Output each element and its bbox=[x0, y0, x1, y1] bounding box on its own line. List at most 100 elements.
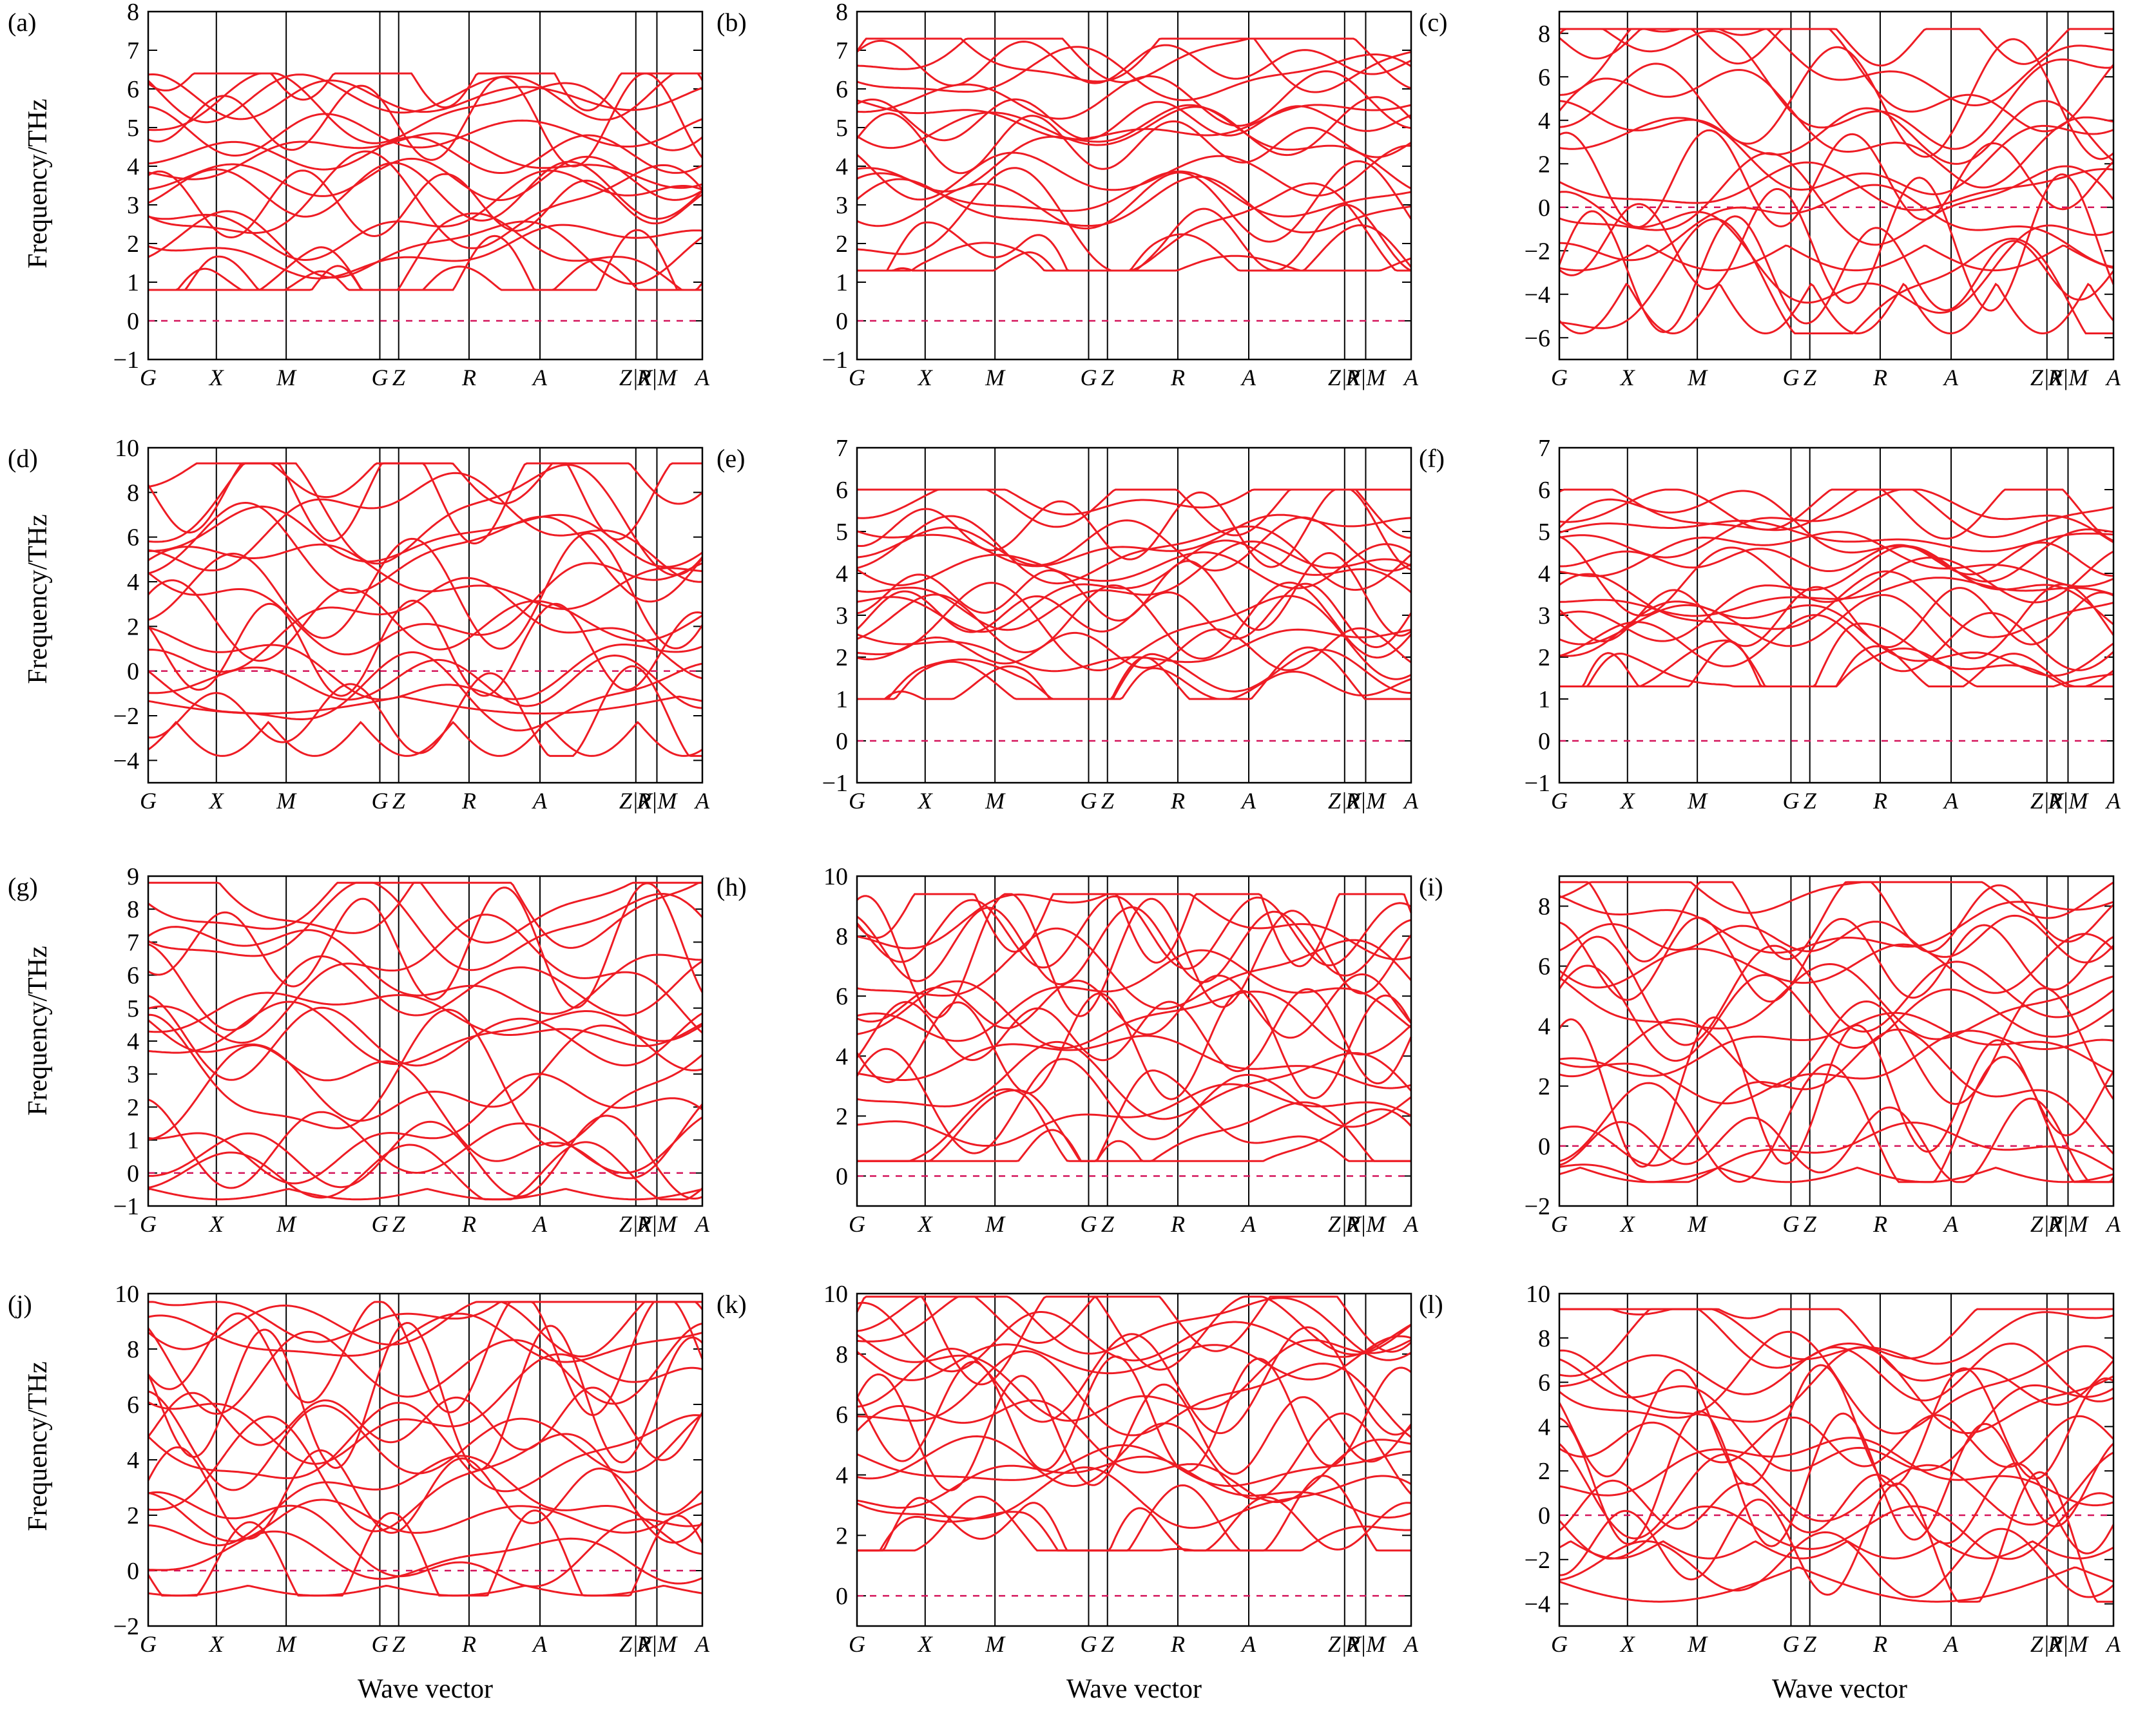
plot-frame bbox=[856, 446, 1412, 784]
band-curve bbox=[148, 501, 704, 603]
y-tick-label: 6 bbox=[836, 983, 848, 1010]
band-curve bbox=[856, 1035, 1412, 1089]
kpoint-label: R|M bbox=[2048, 365, 2090, 390]
band-curve bbox=[1559, 895, 2114, 954]
band-curve bbox=[857, 1069, 1411, 1162]
y-tick-label: 0 bbox=[1538, 728, 1550, 755]
band-curve bbox=[1559, 1029, 2114, 1105]
band-curve bbox=[1559, 647, 2114, 687]
band-curve bbox=[148, 995, 703, 1081]
kpoint-label: R bbox=[1170, 365, 1185, 390]
band-curve bbox=[856, 1466, 1412, 1529]
y-tick-label: 8 bbox=[1538, 1325, 1550, 1352]
y-tick-label: −4 bbox=[113, 747, 139, 774]
kpoint-label: Z|X bbox=[2030, 365, 2065, 390]
y-tick-label: 6 bbox=[1538, 477, 1550, 504]
band-curve bbox=[148, 1491, 703, 1542]
band-curve bbox=[148, 1044, 704, 1180]
kpoint-label: M bbox=[276, 365, 297, 390]
band-curve bbox=[856, 990, 1412, 1100]
y-tick-label: 7 bbox=[1538, 435, 1550, 462]
kpoint-label: X bbox=[1619, 365, 1636, 390]
y-tick-label: 0 bbox=[127, 308, 139, 335]
kpoint-label: R|M bbox=[637, 365, 679, 390]
kpoint-label: G bbox=[849, 365, 865, 390]
kpoint-label: A bbox=[1403, 1631, 1419, 1657]
band-curve bbox=[148, 882, 704, 1009]
band-curve bbox=[1559, 173, 2115, 312]
y-tick-label: 1 bbox=[836, 269, 848, 296]
kpoint-label: R|M bbox=[2048, 1631, 2090, 1657]
kpoint-label: R bbox=[1170, 1211, 1185, 1237]
band-curve bbox=[856, 973, 1412, 1039]
y-tick-label: −2 bbox=[1525, 238, 1550, 265]
band-curve bbox=[1558, 210, 2115, 334]
y-tick-label: 0 bbox=[127, 1558, 139, 1585]
kpoint-label: A bbox=[1943, 788, 1959, 814]
band-curve bbox=[856, 893, 1412, 1019]
band-curve bbox=[148, 720, 703, 757]
kpoint-label: G bbox=[1080, 365, 1097, 390]
panel-label: (k) bbox=[717, 1290, 747, 1319]
band-curve bbox=[1559, 100, 2114, 196]
panel-label: (a) bbox=[8, 8, 36, 37]
band-curve bbox=[1559, 914, 2115, 964]
kpoint-label: X bbox=[1619, 1631, 1636, 1657]
y-tick-label: 4 bbox=[836, 560, 848, 588]
kpoint-label: X bbox=[208, 1631, 225, 1657]
band-curve bbox=[856, 37, 1412, 93]
band-curve bbox=[856, 627, 1412, 671]
kpoint-label: R bbox=[461, 788, 476, 814]
plot-frame bbox=[856, 10, 1412, 361]
plot-frame bbox=[1558, 875, 2115, 1207]
kpoint-label: G bbox=[371, 1211, 388, 1237]
y-tick-label: 4 bbox=[127, 1028, 139, 1055]
band-curve bbox=[148, 1098, 703, 1189]
kpoint-label: X bbox=[917, 788, 934, 814]
kpoint-label: A bbox=[694, 1211, 710, 1237]
y-tick-label: 4 bbox=[1538, 1013, 1550, 1040]
band-curve bbox=[1559, 1540, 2114, 1560]
panel-label: (e) bbox=[717, 444, 745, 473]
y-tick-label: 7 bbox=[127, 37, 139, 64]
kpoint-label: R bbox=[1872, 1211, 1887, 1237]
kpoint-label: M bbox=[1687, 1211, 1708, 1237]
band-curve bbox=[856, 1296, 1412, 1361]
band-curve bbox=[1559, 100, 2114, 165]
band-curve bbox=[856, 1355, 1412, 1473]
band-curve bbox=[148, 212, 702, 291]
kpoint-label: R|M bbox=[1345, 1631, 1387, 1657]
kpoint-label: R|M bbox=[2048, 1211, 2090, 1237]
band-curve bbox=[857, 1475, 1411, 1552]
kpoint-label: G bbox=[140, 788, 157, 814]
kpoint-label: A bbox=[1943, 365, 1959, 390]
kpoint-label: R bbox=[461, 1631, 476, 1657]
band-curve bbox=[856, 539, 1412, 633]
band-curve bbox=[148, 562, 703, 656]
y-tick-label: 7 bbox=[127, 929, 139, 956]
band-curve bbox=[1559, 933, 2115, 994]
band-curve bbox=[148, 1312, 703, 1363]
kpoint-label: A bbox=[694, 788, 710, 814]
kpoint-label: G bbox=[371, 788, 388, 814]
y-tick-label: −4 bbox=[1525, 1591, 1550, 1618]
band-curve bbox=[148, 169, 703, 239]
y-tick-label: 2 bbox=[127, 231, 139, 258]
band-curve bbox=[148, 1415, 704, 1544]
kpoint-label: M bbox=[276, 1211, 297, 1237]
kpoint-label: Z bbox=[392, 1211, 406, 1237]
plot-frame bbox=[856, 875, 1412, 1207]
band-curve bbox=[856, 893, 1412, 961]
band-curve bbox=[856, 1296, 1412, 1353]
band-curve bbox=[148, 462, 703, 505]
band-curve bbox=[148, 943, 703, 1031]
kpoint-label: R bbox=[1872, 365, 1887, 390]
y-tick-label: 6 bbox=[836, 1402, 848, 1429]
band-curve bbox=[856, 1083, 1412, 1147]
band-curve bbox=[1558, 935, 2114, 1046]
band-curve bbox=[148, 258, 704, 291]
kpoint-label: G bbox=[1080, 1631, 1097, 1657]
